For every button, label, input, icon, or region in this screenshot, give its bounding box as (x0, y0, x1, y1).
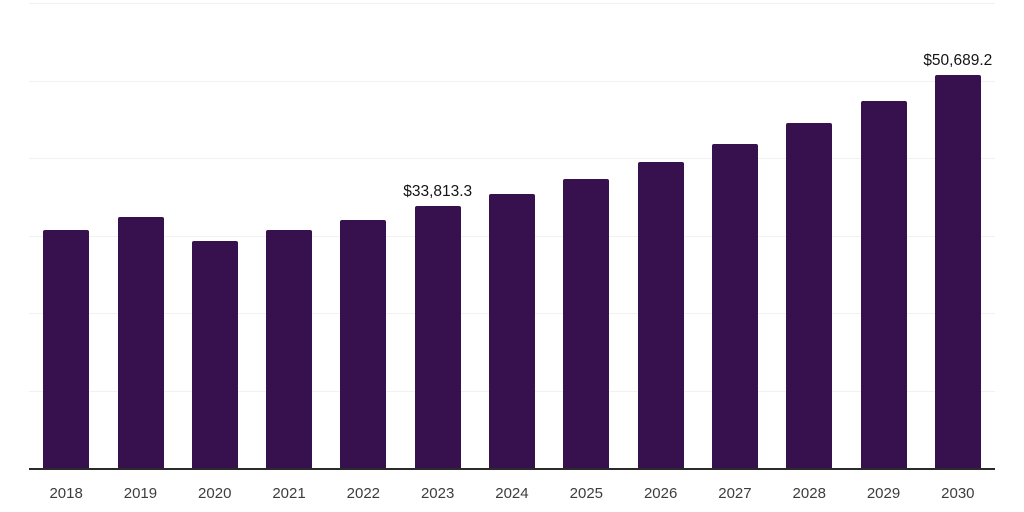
gridline (29, 3, 995, 4)
x-tick-label: 2019 (123, 485, 158, 502)
x-tick-label: 2023 (420, 485, 455, 502)
x-tick-label: 2027 (718, 485, 752, 502)
bar[interactable] (860, 100, 907, 468)
x-axis-line (29, 468, 995, 470)
bar-value-label: $33,813.3 (403, 182, 473, 200)
x-tick-label: 2021 (272, 485, 306, 502)
x-tick-label: 2022 (346, 485, 381, 502)
x-tick-label: 2018 (49, 485, 83, 502)
bar-value-label: $50,689.2 (923, 52, 993, 70)
gridline (29, 80, 995, 82)
x-tick-label: 2029 (866, 485, 901, 502)
bar[interactable] (563, 178, 610, 468)
bar[interactable] (934, 75, 981, 468)
gridline (29, 158, 995, 159)
bar[interactable] (340, 220, 387, 468)
bar[interactable] (191, 240, 238, 468)
x-tick-label: 2028 (792, 485, 826, 502)
x-tick-label: 2030 (941, 485, 975, 502)
bar[interactable] (786, 123, 833, 468)
bar[interactable] (711, 143, 758, 468)
bar[interactable] (414, 205, 461, 468)
x-tick-label: 2020 (198, 485, 232, 502)
bar[interactable] (266, 230, 313, 468)
x-tick-label: 2026 (643, 485, 678, 502)
bar[interactable] (117, 216, 164, 468)
bar[interactable] (637, 161, 684, 468)
bar[interactable] (43, 229, 90, 468)
bar[interactable] (489, 194, 535, 468)
x-tick-label: 2024 (495, 485, 529, 502)
x-tick-label: 2025 (569, 485, 604, 502)
